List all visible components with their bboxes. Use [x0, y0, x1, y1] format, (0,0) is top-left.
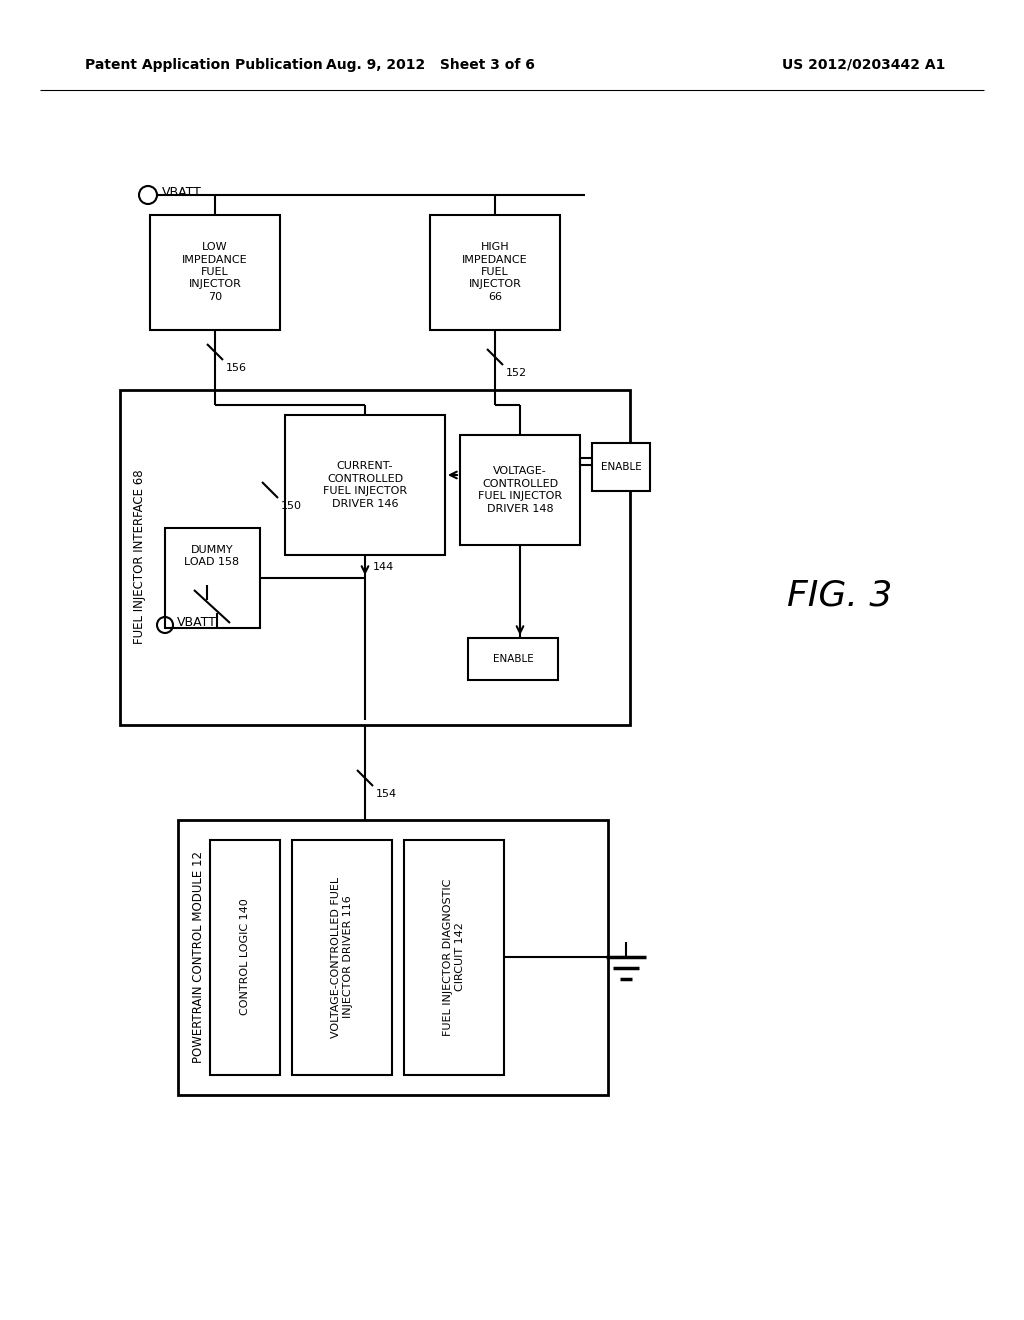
Bar — [292, 840, 392, 1074]
Text: FUEL INJECTOR DIAGNOSTIC
CIRCUIT 142: FUEL INJECTOR DIAGNOSTIC CIRCUIT 142 — [442, 878, 465, 1036]
Text: 150: 150 — [281, 502, 302, 511]
Bar — [430, 215, 560, 330]
Text: 156: 156 — [226, 363, 247, 374]
Text: ENABLE: ENABLE — [601, 462, 641, 473]
Text: POWERTRAIN CONTROL MODULE 12: POWERTRAIN CONTROL MODULE 12 — [191, 851, 205, 1063]
Text: LOW
IMPEDANCE
FUEL
INJECTOR
70: LOW IMPEDANCE FUEL INJECTOR 70 — [182, 242, 248, 302]
Bar — [592, 444, 650, 491]
Text: Patent Application Publication: Patent Application Publication — [85, 58, 323, 73]
Text: FUEL INJECTOR INTERFACE 68: FUEL INJECTOR INTERFACE 68 — [133, 470, 146, 644]
Text: CURRENT-
CONTROLLED
FUEL INJECTOR
DRIVER 146: CURRENT- CONTROLLED FUEL INJECTOR DRIVER… — [323, 462, 408, 508]
Text: VOLTAGE-CONTROLLED FUEL
INJECTOR DRIVER 116: VOLTAGE-CONTROLLED FUEL INJECTOR DRIVER … — [331, 876, 353, 1038]
Text: 154: 154 — [376, 789, 397, 799]
Text: VBATT: VBATT — [177, 616, 217, 630]
Text: 152: 152 — [506, 368, 527, 378]
Text: Aug. 9, 2012   Sheet 3 of 6: Aug. 9, 2012 Sheet 3 of 6 — [326, 58, 535, 73]
Text: US 2012/0203442 A1: US 2012/0203442 A1 — [781, 58, 945, 73]
Bar — [150, 215, 280, 330]
Bar — [165, 528, 260, 628]
Text: 144: 144 — [373, 562, 394, 572]
Bar — [468, 638, 558, 680]
Text: FIG. 3: FIG. 3 — [787, 578, 893, 612]
Bar — [285, 414, 445, 554]
Bar — [178, 820, 608, 1096]
Text: VOLTAGE-
CONTROLLED
FUEL INJECTOR
DRIVER 148: VOLTAGE- CONTROLLED FUEL INJECTOR DRIVER… — [478, 466, 562, 513]
Text: CONTROL LOGIC 140: CONTROL LOGIC 140 — [240, 899, 250, 1015]
Bar — [404, 840, 504, 1074]
Text: ENABLE: ENABLE — [493, 653, 534, 664]
Text: HIGH
IMPEDANCE
FUEL
INJECTOR
66: HIGH IMPEDANCE FUEL INJECTOR 66 — [462, 242, 527, 302]
Text: DUMMY
LOAD 158: DUMMY LOAD 158 — [184, 545, 240, 568]
Bar — [210, 840, 280, 1074]
Bar — [460, 436, 580, 545]
Bar — [120, 389, 630, 725]
Text: VBATT: VBATT — [162, 186, 202, 199]
